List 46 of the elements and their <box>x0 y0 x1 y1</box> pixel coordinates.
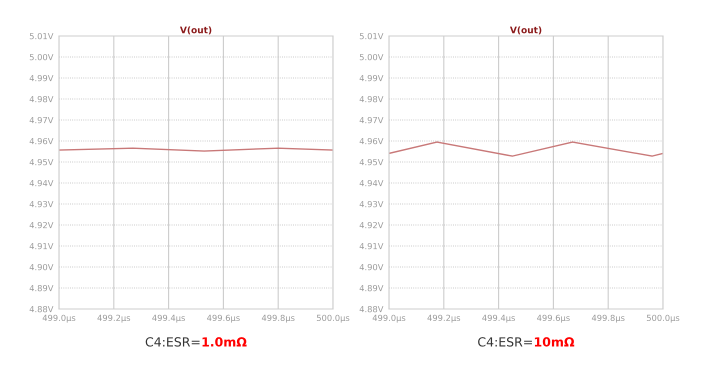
y-tick-label: 4.99V <box>360 74 384 82</box>
y-tick-label: 4.95V <box>360 158 384 166</box>
x-tick-label: 499.8µs <box>592 314 625 323</box>
y-tick-label: 4.90V <box>360 264 384 270</box>
x-tick-label: 499.4µs <box>482 314 515 323</box>
x-tick-label: 499.8µs <box>262 314 295 323</box>
y-tick-label: 4.91V <box>360 242 384 250</box>
text: C4:ESR= <box>478 337 532 347</box>
y-tick-label: 4.92V <box>30 222 54 228</box>
y-tick-label: 4.93V <box>30 200 54 208</box>
y-tick-label: 4.91V <box>30 242 54 250</box>
x-tick-label: 499.6µs <box>207 314 240 323</box>
x-tick-label: 500.0µs <box>316 314 350 323</box>
chart-title: V(out) <box>180 26 212 34</box>
y-tick-label: 4.93V <box>360 200 384 208</box>
y-tick-label: 4.98V <box>360 96 384 102</box>
x-tick-label: 499.0µs <box>372 314 406 323</box>
y-tick-label: 4.88V <box>30 306 54 312</box>
y-tick-label: 4.89V <box>30 284 54 292</box>
y-tick-label: 4.98V <box>30 96 54 102</box>
y-tick-label: 4.99V <box>30 74 54 82</box>
x-tick-label: 499.6µs <box>537 314 570 323</box>
y-tick-label: 4.97V <box>30 116 54 124</box>
x-tick-label: 499.2µs <box>427 314 460 323</box>
y-tick-label: 4.95V <box>30 158 54 166</box>
x-tick-label: 499.2µs <box>97 314 130 323</box>
y-tick-label: 4.94V <box>360 180 384 186</box>
y-tick-label: 5.01V <box>360 32 384 40</box>
x-tick-label: 500.0µs <box>646 314 680 323</box>
y-tick-label: 5.00V <box>360 54 384 60</box>
y-tick-label: 4.97V <box>360 116 384 124</box>
y-tick-label: 4.89V <box>360 284 384 292</box>
y-tick-label: 4.94V <box>30 180 54 186</box>
x-tick-label: 499.0µs <box>42 314 76 323</box>
y-tick-label: 5.01V <box>30 32 54 40</box>
y-tick-label: 4.92V <box>360 222 384 228</box>
y-tick-label: 4.90V <box>30 264 54 270</box>
y-tick-label: 4.96V <box>360 138 384 144</box>
y-tick-label: 4.96V <box>30 138 54 144</box>
chart-title: V(out) <box>510 26 542 34</box>
y-tick-label: 4.88V <box>360 306 384 312</box>
text: 10mΩ <box>534 337 574 347</box>
text: C4:ESR= <box>146 337 200 347</box>
text: 1.0mΩ <box>202 337 247 347</box>
y-tick-label: 5.00V <box>30 54 54 60</box>
x-tick-label: 499.4µs <box>152 314 185 323</box>
